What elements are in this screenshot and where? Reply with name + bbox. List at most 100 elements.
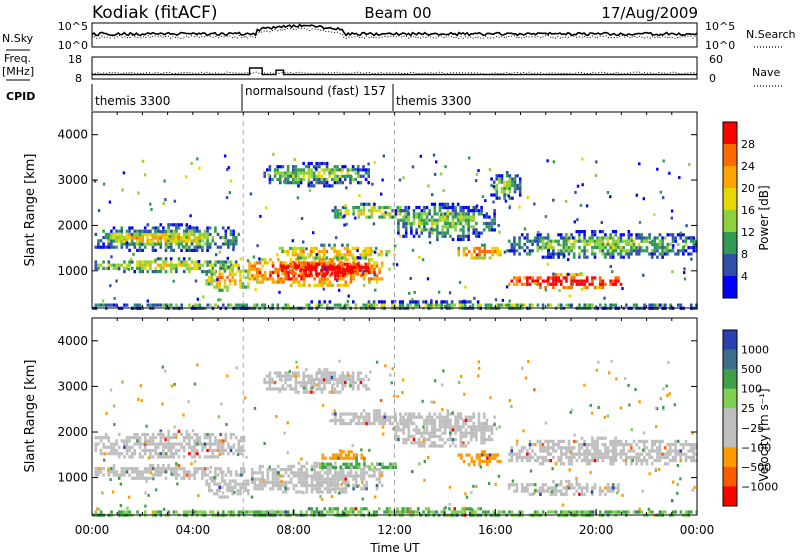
scatter-cell — [462, 225, 465, 229]
scatter-cell — [175, 473, 178, 477]
scatter-cell — [197, 260, 201, 264]
scatter-cell — [318, 300, 321, 304]
scatter-cell — [276, 267, 280, 271]
scatter-cell — [320, 381, 324, 385]
scatter-cell — [193, 460, 197, 464]
scatter-cell — [143, 445, 147, 449]
scatter-cell — [310, 510, 313, 514]
scatter-cell — [513, 183, 517, 187]
scatter-cell — [449, 212, 452, 216]
scatter-cell — [578, 449, 581, 453]
scatter-cell — [321, 465, 325, 469]
power-range-title: Slant Range [km] — [23, 154, 38, 267]
scatter-cell — [307, 168, 311, 172]
scatter-cell — [378, 267, 381, 271]
scatter-cell — [526, 449, 529, 453]
scatter-cell — [375, 303, 378, 307]
scatter-cell — [461, 300, 464, 304]
scatter-cell — [462, 425, 465, 429]
scatter-cell — [423, 418, 426, 422]
scatter-cell — [297, 490, 301, 494]
scatter-cell — [256, 270, 259, 275]
scatter-cell — [350, 175, 353, 179]
scatter-cell — [546, 252, 550, 256]
scatter-cell — [193, 236, 196, 240]
scatter-cell — [302, 240, 305, 244]
scatter-cell — [354, 422, 358, 426]
scatter-cell — [562, 246, 566, 250]
scatter-cell — [143, 260, 147, 264]
scatter-cell — [536, 279, 540, 283]
scatter-cell — [164, 236, 167, 240]
scatter-cell — [344, 507, 347, 511]
scatter-cell — [164, 476, 168, 480]
scatter-cell — [229, 179, 233, 183]
scatter-cell — [352, 205, 355, 210]
scatter-cell — [583, 239, 586, 243]
scatter-cell — [497, 303, 501, 307]
scatter-cell — [175, 303, 178, 307]
scatter-cell — [328, 184, 331, 188]
scatter-cell — [276, 371, 279, 375]
scatter-cell — [294, 250, 297, 254]
scatter-cell — [102, 303, 105, 307]
scatter-cell — [198, 436, 202, 440]
scatter-cell — [393, 412, 397, 416]
scatter-cell — [193, 226, 196, 230]
scatter-cell — [93, 179, 97, 183]
scatter-cell — [315, 377, 318, 381]
scatter-cell — [443, 300, 446, 304]
scatter-cell — [276, 387, 279, 391]
scatter-cell — [370, 209, 374, 213]
scatter-cell — [546, 239, 550, 243]
scatter-cell — [128, 236, 131, 240]
scatter-cell — [141, 233, 144, 237]
scatter-cell — [516, 187, 519, 191]
scatter-cell — [187, 233, 191, 237]
nave-line — [91, 71, 698, 75]
scatter-cell — [349, 274, 353, 278]
scatter-cell — [473, 256, 476, 260]
scatter-cell — [187, 236, 191, 240]
scatter-cell — [441, 234, 444, 238]
scatter-cell — [619, 282, 623, 286]
scatter-cell — [102, 467, 105, 471]
scatter-cell — [541, 446, 545, 450]
scatter-cell — [367, 181, 370, 185]
scatter-cell — [278, 290, 281, 294]
scatter-cell — [484, 199, 487, 203]
scatter-cell — [219, 439, 222, 443]
scatter-cell — [409, 510, 412, 514]
scatter-cell — [661, 439, 664, 443]
scatter-cell — [373, 205, 376, 210]
scatter-cell — [557, 276, 560, 280]
scatter-cell — [234, 473, 238, 477]
scatter-cell — [162, 236, 165, 240]
scatter-cell — [331, 487, 335, 491]
scatter-cell — [608, 371, 611, 375]
scatter-cell — [671, 455, 675, 459]
scatter-cell — [289, 377, 292, 381]
scatter-cell — [117, 267, 121, 271]
scatter-cell — [472, 431, 476, 435]
scatter-cell — [606, 455, 610, 459]
scatter-cell — [258, 471, 262, 475]
scatter-cell — [346, 269, 349, 273]
scatter-cell — [302, 168, 305, 172]
scatter-cell — [572, 439, 576, 443]
scatter-cell — [141, 473, 144, 477]
scatter-cell — [415, 415, 418, 419]
scatter-cell — [682, 252, 685, 256]
scatter-cell — [305, 474, 309, 478]
scatter-cell — [315, 256, 318, 260]
scatter-cell — [284, 274, 288, 278]
scatter-cell — [674, 449, 677, 453]
scatter-cell — [533, 459, 537, 463]
scatter-cell — [622, 459, 625, 463]
scatter-cell — [583, 254, 586, 258]
scatter-cell — [661, 246, 664, 250]
scatter-cell — [370, 264, 374, 268]
scatter-cell — [310, 464, 314, 468]
scatter-cell — [565, 446, 568, 450]
scatter-cell — [552, 489, 555, 493]
